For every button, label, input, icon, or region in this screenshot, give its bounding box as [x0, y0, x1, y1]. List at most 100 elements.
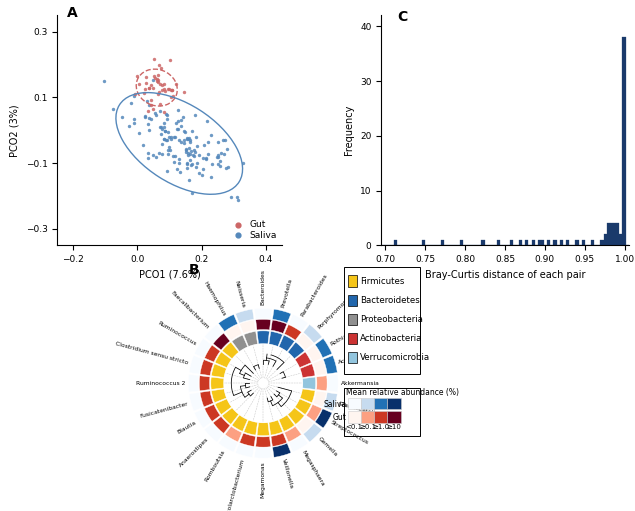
Point	[218, 150, 229, 158]
Point	[173, 106, 184, 114]
Wedge shape	[236, 309, 254, 323]
Point	[144, 84, 154, 92]
Wedge shape	[194, 338, 211, 358]
Point	[147, 114, 157, 123]
Point	[181, 148, 191, 156]
Point	[201, 154, 211, 162]
Text: Proteobacteria: Proteobacteria	[360, 315, 423, 324]
Bar	[619, 235, 622, 245]
Wedge shape	[200, 391, 213, 407]
Bar	[554, 240, 557, 245]
Point	[202, 117, 212, 125]
Text: Saliva: Saliva	[323, 400, 346, 409]
Point	[185, 136, 196, 145]
Point	[178, 88, 189, 96]
Wedge shape	[289, 435, 308, 452]
Wedge shape	[284, 426, 302, 442]
Point	[144, 154, 154, 162]
Point	[143, 106, 153, 114]
Point	[144, 126, 154, 134]
Point	[190, 133, 201, 141]
Point	[148, 84, 158, 92]
Point	[132, 72, 142, 80]
Wedge shape	[257, 331, 269, 344]
Point	[185, 156, 196, 165]
Text: B: B	[189, 263, 200, 277]
Text: Gemella: Gemella	[317, 436, 338, 458]
Point	[162, 167, 172, 175]
Text: Streptococcus: Streptococcus	[330, 420, 369, 446]
Point	[155, 100, 165, 108]
Wedge shape	[244, 332, 258, 346]
Point	[184, 144, 194, 152]
Wedge shape	[295, 399, 311, 414]
Point	[130, 89, 140, 98]
Point	[192, 142, 202, 150]
Point	[182, 145, 192, 153]
Point	[164, 85, 175, 93]
Point	[220, 164, 231, 172]
Point	[162, 115, 172, 123]
Point	[182, 135, 192, 143]
Point	[189, 152, 199, 160]
Wedge shape	[204, 345, 220, 362]
Point	[146, 81, 156, 89]
Point	[153, 78, 163, 86]
Point	[160, 127, 170, 135]
Text: Blautia: Blautia	[177, 420, 197, 435]
Point	[144, 120, 154, 128]
Text: Clostridium sensu stricto: Clostridium sensu stricto	[115, 341, 189, 365]
Point	[189, 146, 199, 154]
Point	[135, 128, 145, 136]
Bar	[519, 240, 522, 245]
Wedge shape	[225, 426, 242, 442]
Point	[206, 173, 217, 181]
Point	[156, 125, 166, 133]
Text: Akkermansia: Akkermansia	[341, 381, 380, 386]
Wedge shape	[255, 448, 272, 458]
Point	[190, 148, 200, 156]
Point	[161, 135, 171, 144]
Wedge shape	[279, 335, 295, 352]
Wedge shape	[232, 415, 248, 431]
Wedge shape	[189, 392, 203, 411]
Point	[165, 56, 175, 64]
Wedge shape	[222, 342, 239, 359]
Text: Mean relative abundance (%): Mean relative abundance (%)	[346, 388, 459, 397]
Point	[215, 156, 225, 165]
Point	[191, 163, 201, 171]
Wedge shape	[304, 324, 322, 343]
Point	[160, 87, 170, 96]
Text: Granulicatella: Granulicatella	[338, 401, 380, 416]
Point	[150, 74, 160, 82]
Wedge shape	[194, 409, 211, 428]
Bar	[591, 240, 594, 245]
Bar	[497, 240, 500, 245]
Bar	[361, 411, 374, 423]
Point	[117, 113, 127, 121]
Wedge shape	[256, 436, 271, 447]
Point	[166, 86, 176, 94]
Point	[160, 127, 170, 135]
Text: Haemophilus: Haemophilus	[203, 281, 227, 317]
Bar	[601, 240, 604, 245]
Wedge shape	[204, 423, 224, 442]
Wedge shape	[269, 332, 283, 346]
Point	[157, 141, 167, 149]
Wedge shape	[204, 404, 220, 422]
Point	[220, 136, 231, 145]
Wedge shape	[256, 319, 271, 330]
Bar	[394, 240, 397, 245]
Wedge shape	[269, 420, 283, 435]
Point	[194, 169, 204, 177]
X-axis label: Bray-Curtis distance of each pair: Bray-Curtis distance of each pair	[425, 270, 585, 280]
Text: Actinobacteria: Actinobacteria	[360, 334, 423, 343]
Point	[184, 149, 194, 157]
Bar	[604, 235, 606, 245]
Wedge shape	[315, 338, 332, 358]
Point	[216, 149, 226, 157]
Point	[178, 136, 189, 144]
Point	[166, 86, 177, 94]
Text: A: A	[67, 6, 77, 20]
Wedge shape	[288, 342, 304, 359]
